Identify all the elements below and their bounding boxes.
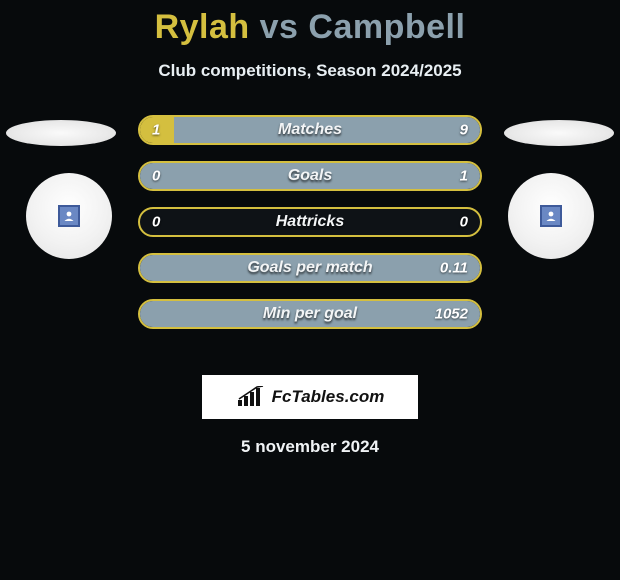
stat-value-right: 1052 [435, 306, 468, 323]
stat-label: Hattricks [140, 213, 480, 231]
person-icon [63, 210, 75, 222]
avatar-badge-right [540, 205, 562, 227]
page-title: Rylah vs Campbell [0, 0, 620, 47]
title-right: Campbell [308, 8, 465, 46]
stat-value-right: 0 [460, 214, 468, 231]
date: 5 november 2024 [0, 437, 620, 457]
stat-value-right: 0.11 [440, 260, 468, 277]
title-vs: vs [260, 8, 299, 46]
avatar-badge-left [58, 205, 80, 227]
brand-box: FcTables.com [202, 375, 418, 419]
stat-fill-right [140, 255, 480, 281]
stat-row: 0 0Hattricks [138, 207, 482, 237]
stat-value-right: 9 [460, 122, 468, 139]
stat-fill-right [174, 117, 480, 143]
stat-value-left: 0 [152, 168, 160, 185]
subtitle: Club competitions, Season 2024/2025 [0, 61, 620, 81]
stat-bars: 19Matches01Goals00Hattricks0.11Goals per… [138, 115, 482, 345]
stat-row: 1052Min per goal [138, 299, 482, 329]
stat-value-left: 0 [152, 214, 160, 231]
stat-fill-right [140, 163, 480, 189]
stat-row: 19Matches [138, 115, 482, 145]
avatar-left [26, 173, 112, 259]
avatar-right [508, 173, 594, 259]
avatar-shadow-right [504, 120, 614, 146]
stat-value-right: 1 [460, 168, 468, 185]
stat-row: 01Goals [138, 161, 482, 191]
stat-row: 0.11Goals per match [138, 253, 482, 283]
title-left: Rylah [155, 8, 250, 46]
stat-fill-right [140, 301, 480, 327]
brand-text: FcTables.com [272, 387, 385, 407]
brand-chart-icon [236, 386, 266, 408]
person-icon [545, 210, 557, 222]
stat-value-left: 1 [152, 122, 160, 139]
avatar-shadow-left [6, 120, 116, 146]
